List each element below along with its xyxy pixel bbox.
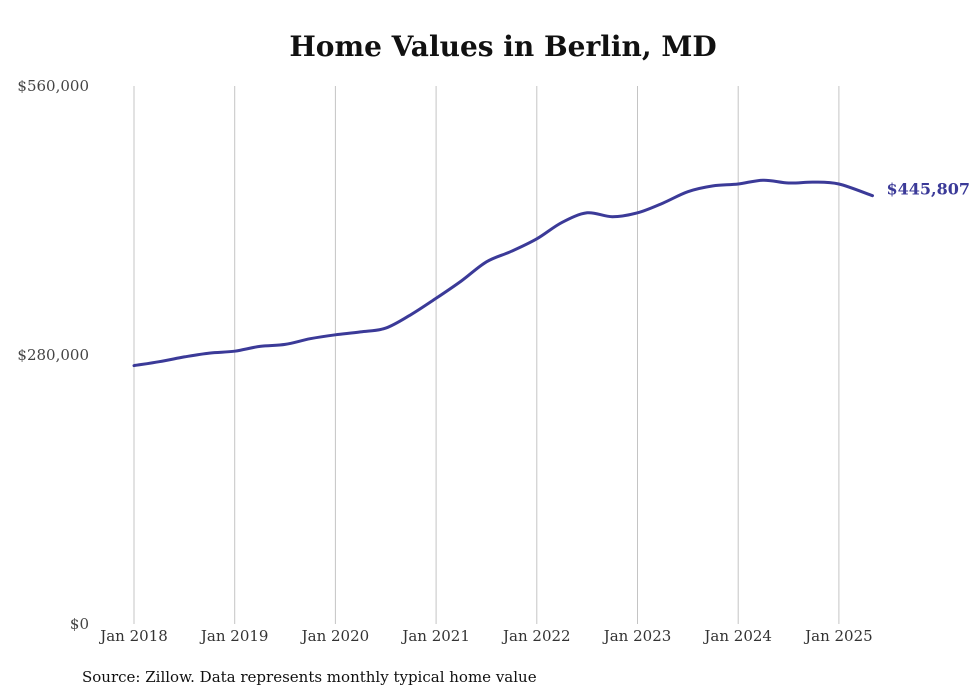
x-tick-label: Jan 2024: [702, 627, 772, 645]
data-point: [762, 179, 765, 182]
source-note: Source: Zillow. Data represents monthly …: [82, 668, 537, 686]
series-points: [133, 179, 875, 367]
data-point: [284, 343, 287, 346]
x-axis-tick-labels: Jan 2018 Jan 2019 Jan 2020 Jan 2021 Jan 2022…: [98, 627, 872, 645]
data-point: [535, 237, 538, 240]
data-point: [611, 215, 614, 218]
data-point: [636, 211, 639, 214]
data-point: [384, 327, 387, 330]
x-tick-label: Jan 2025: [803, 627, 873, 645]
data-point: [485, 260, 488, 263]
data-point: [712, 184, 715, 187]
data-point: [133, 364, 136, 367]
data-point: [158, 360, 161, 363]
chart-title: Home Values in Berlin, MD: [289, 30, 717, 63]
data-point: [586, 211, 589, 214]
data-point: [258, 345, 261, 348]
data-point: [787, 182, 790, 185]
vertical-gridlines: [133, 86, 840, 624]
data-point: [409, 313, 412, 316]
data-point: [737, 183, 740, 186]
data-point: [510, 250, 513, 253]
x-tick-label: Jan 2019: [199, 627, 269, 645]
y-tick-label: $280,000: [17, 346, 89, 364]
y-tick-label: $560,000: [17, 77, 89, 95]
data-point: [183, 355, 186, 358]
y-tick-label: $0: [70, 615, 89, 633]
data-point: [661, 202, 664, 205]
data-point: [460, 280, 463, 283]
data-point: [837, 183, 840, 186]
y-axis-tick-labels: $0 $280,000 $560,000: [17, 77, 89, 633]
x-tick-label: Jan 2020: [300, 627, 370, 645]
data-point: [812, 181, 815, 184]
data-point: [334, 333, 337, 336]
x-tick-label: Jan 2021: [400, 627, 470, 645]
data-point: [309, 337, 312, 340]
data-point: [359, 330, 362, 333]
data-point: [561, 221, 564, 224]
data-point: [686, 190, 689, 193]
x-tick-label: Jan 2023: [602, 627, 672, 645]
data-point: [435, 297, 438, 300]
home-value-series-line: [132, 178, 874, 368]
data-point: [233, 350, 236, 353]
data-point: [871, 194, 874, 197]
x-tick-label: Jan 2018: [98, 627, 168, 645]
data-point: [208, 352, 211, 355]
latest-value-label: $445,807: [887, 180, 971, 199]
x-tick-label: Jan 2022: [501, 627, 571, 645]
